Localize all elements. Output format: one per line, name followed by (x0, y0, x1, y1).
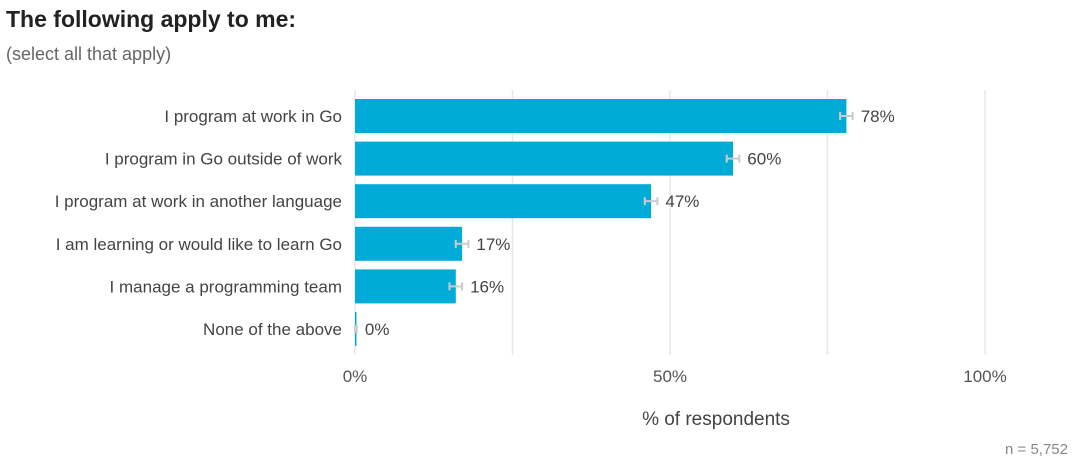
grid-layer (354, 90, 986, 355)
chart-title: The following apply to me: (6, 6, 297, 32)
bar (355, 226, 463, 261)
error-bar (725, 154, 741, 163)
x-axis-title: % of respondents (642, 409, 790, 430)
error-bar (839, 112, 854, 120)
category-label: None of the above (203, 320, 342, 339)
category-label: I program at work in Go (164, 107, 342, 126)
value-label: 0% (365, 320, 390, 339)
error-bar (354, 325, 358, 333)
sample-size-note: n = 5,752 (1005, 441, 1068, 458)
bar (355, 269, 456, 304)
bar (355, 99, 847, 133)
bar (355, 184, 652, 219)
category-label: I program at work in another language (55, 192, 342, 211)
error-bar (448, 282, 464, 291)
category-label: I am learning or would like to learn Go (56, 235, 342, 254)
bar (355, 141, 733, 176)
category-label: I program in Go outside of work (105, 150, 343, 169)
error-bar (643, 197, 659, 206)
bars-layer (354, 99, 854, 346)
category-label: I manage a programming team (110, 277, 342, 296)
chart-subtitle: (select all that apply) (6, 44, 172, 64)
value-label: 78% (861, 107, 895, 126)
error-bar (454, 239, 470, 248)
value-label: 17% (476, 235, 510, 254)
x-tick-label: 100% (963, 367, 1006, 386)
labels-layer: I program at work in Go 78% I program in G… (55, 107, 895, 339)
x-tick-label: 50% (653, 367, 687, 386)
value-label: 47% (665, 192, 699, 211)
axis-layer: 0% 50% 100% (343, 367, 1007, 386)
value-label: 60% (747, 150, 781, 169)
value-label: 16% (470, 277, 504, 296)
x-tick-label: 0% (343, 367, 368, 386)
